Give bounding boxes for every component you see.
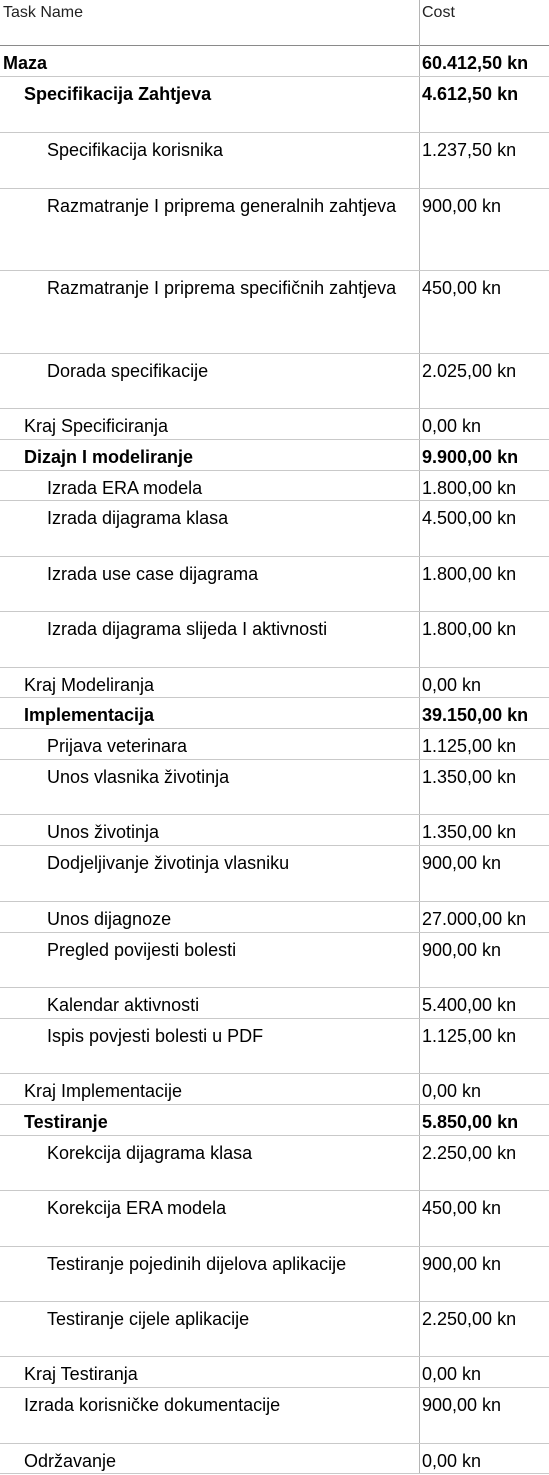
table-row[interactable]: Maza 60.412,50 kn	[0, 46, 549, 77]
task-name: Maza	[3, 53, 48, 73]
table-row[interactable]: Korekcija ERA modela 450,00 kn	[0, 1191, 549, 1247]
task-name: Pregled povijesti bolesti	[47, 940, 237, 960]
table-row[interactable]: Testiranje pojedinih dijelova aplikacije…	[0, 1247, 549, 1302]
task-cost: 0,00 kn	[422, 416, 482, 436]
table-row[interactable]: Dodjeljivanje životinja vlasniku 900,00 …	[0, 846, 549, 902]
table-row[interactable]: Razmatranje I priprema generalnih zahtje…	[0, 189, 549, 271]
table-row[interactable]: Izrada korisničke dokumentacije 900,00 k…	[0, 1388, 549, 1444]
task-name: Izrada korisničke dokumentacije	[24, 1395, 281, 1415]
table-row[interactable]: Kraj Testiranja 0,00 kn	[0, 1357, 549, 1388]
table-row[interactable]: Izrada dijagrama slijeda I aktivnosti 1.…	[0, 612, 549, 668]
task-cost: 0,00 kn	[422, 675, 482, 695]
task-name: Izrada dijagrama slijeda I aktivnosti	[47, 619, 328, 639]
task-cost: 900,00 kn	[422, 940, 502, 960]
task-name: Razmatranje I priprema specifičnih zahtj…	[47, 278, 397, 298]
task-cost: 1.800,00 kn	[422, 478, 517, 498]
task-cost: 9.900,00 kn	[422, 447, 519, 467]
task-name: Kraj Testiranja	[24, 1364, 138, 1384]
task-cost: 27.000,00 kn	[422, 909, 527, 929]
column-header-cost[interactable]: Cost	[422, 4, 455, 21]
task-cost: 1.125,00 kn	[422, 1026, 517, 1046]
task-name: Izrada ERA modela	[47, 478, 203, 498]
task-name: Unos životinja	[47, 822, 160, 842]
column-divider	[419, 0, 420, 1474]
task-cost: 1.237,50 kn	[422, 140, 517, 160]
table-row[interactable]: Testiranje 5.850,00 kn	[0, 1105, 549, 1136]
task-cost: 1.800,00 kn	[422, 619, 517, 639]
table-row[interactable]: Dorada specifikacije 2.025,00 kn	[0, 354, 549, 409]
table-row[interactable]: Ispis povjesti bolesti u PDF 1.125,00 kn	[0, 1019, 549, 1074]
task-cost: 0,00 kn	[422, 1364, 482, 1384]
task-cost: 900,00 kn	[422, 1254, 502, 1274]
task-name: Kraj Implementacije	[24, 1081, 183, 1101]
task-name: Specifikacija Zahtjeva	[24, 84, 212, 104]
task-cost: 900,00 kn	[422, 853, 502, 873]
task-cost: 900,00 kn	[422, 196, 502, 216]
task-cost: 5.400,00 kn	[422, 995, 517, 1015]
task-cost: 4.500,00 kn	[422, 508, 517, 528]
task-name: Dodjeljivanje životinja vlasniku	[47, 853, 290, 873]
task-cost: 4.612,50 kn	[422, 84, 519, 104]
task-name: Izrada dijagrama klasa	[47, 508, 229, 528]
task-cost: 0,00 kn	[422, 1451, 482, 1471]
task-name: Razmatranje I priprema generalnih zahtje…	[47, 196, 397, 216]
task-cost: 1.125,00 kn	[422, 736, 517, 756]
table-row[interactable]: Dizajn I modeliranje 9.900,00 kn	[0, 440, 549, 471]
task-name: Korekcija dijagrama klasa	[47, 1143, 253, 1163]
table-header: Task Name Cost	[0, 0, 549, 46]
table-row[interactable]: Održavanje 0,00 kn	[0, 1444, 549, 1474]
task-name: Dizajn I modeliranje	[24, 447, 194, 467]
table-row[interactable]: Izrada dijagrama klasa 4.500,00 kn	[0, 501, 549, 557]
task-cost: 60.412,50 kn	[422, 53, 529, 73]
task-cost: 1.800,00 kn	[422, 564, 517, 584]
table-row[interactable]: Razmatranje I priprema specifičnih zahtj…	[0, 271, 549, 354]
table-row[interactable]: Kraj Implementacije 0,00 kn	[0, 1074, 549, 1105]
task-name: Unos vlasnika životinja	[47, 767, 230, 787]
table-row[interactable]: Testiranje cijele aplikacije 2.250,00 kn	[0, 1302, 549, 1357]
table-row[interactable]: Pregled povijesti bolesti 900,00 kn	[0, 933, 549, 988]
task-name: Unos dijagnoze	[47, 909, 172, 929]
task-name: Dorada specifikacije	[47, 361, 209, 381]
column-header-task-name[interactable]: Task Name	[3, 4, 84, 21]
task-cost: 39.150,00 kn	[422, 705, 529, 725]
task-name: Izrada use case dijagrama	[47, 564, 259, 584]
task-cost: 450,00 kn	[422, 1198, 502, 1218]
table-row[interactable]: Izrada ERA modela 1.800,00 kn	[0, 471, 549, 501]
task-name: Kraj Specificiranja	[24, 416, 169, 436]
task-name: Korekcija ERA modela	[47, 1198, 227, 1218]
task-name: Prijava veterinara	[47, 736, 188, 756]
table-row[interactable]: Kraj Modeliranja 0,00 kn	[0, 668, 549, 698]
task-cost: 2.250,00 kn	[422, 1309, 517, 1329]
table-row[interactable]: Prijava veterinara 1.125,00 kn	[0, 729, 549, 760]
task-name: Testiranje	[24, 1112, 108, 1132]
table-row[interactable]: Korekcija dijagrama klasa 2.250,00 kn	[0, 1136, 549, 1191]
task-cost: 900,00 kn	[422, 1395, 502, 1415]
task-cost: 1.350,00 kn	[422, 822, 517, 842]
task-cost: 2.025,00 kn	[422, 361, 517, 381]
task-cost: 1.350,00 kn	[422, 767, 517, 787]
table-row[interactable]: Unos životinja 1.350,00 kn	[0, 815, 549, 846]
table-row[interactable]: Unos vlasnika životinja 1.350,00 kn	[0, 760, 549, 815]
task-name: Testiranje cijele aplikacije	[47, 1309, 250, 1329]
table-row[interactable]: Unos dijagnoze 27.000,00 kn	[0, 902, 549, 933]
table-row[interactable]: Specifikacija Zahtjeva 4.612,50 kn	[0, 77, 549, 133]
table-row[interactable]: Kalendar aktivnosti 5.400,00 kn	[0, 988, 549, 1019]
task-cost: 5.850,00 kn	[422, 1112, 519, 1132]
table-row[interactable]: Kraj Specificiranja 0,00 kn	[0, 409, 549, 440]
task-cost: 0,00 kn	[422, 1081, 482, 1101]
table-row[interactable]: Specifikacija korisnika 1.237,50 kn	[0, 133, 549, 189]
task-name: Specifikacija korisnika	[47, 140, 224, 160]
task-cost: 2.250,00 kn	[422, 1143, 517, 1163]
task-name: Kraj Modeliranja	[24, 675, 155, 695]
table-row[interactable]: Izrada use case dijagrama 1.800,00 kn	[0, 557, 549, 612]
task-cost: 450,00 kn	[422, 278, 502, 298]
task-name: Implementacija	[24, 705, 155, 725]
task-name: Ispis povjesti bolesti u PDF	[47, 1026, 264, 1046]
table-row[interactable]: Implementacija 39.150,00 kn	[0, 698, 549, 729]
task-name: Kalendar aktivnosti	[47, 995, 200, 1015]
task-name: Testiranje pojedinih dijelova aplikacije	[47, 1254, 347, 1274]
task-name: Održavanje	[24, 1451, 117, 1471]
